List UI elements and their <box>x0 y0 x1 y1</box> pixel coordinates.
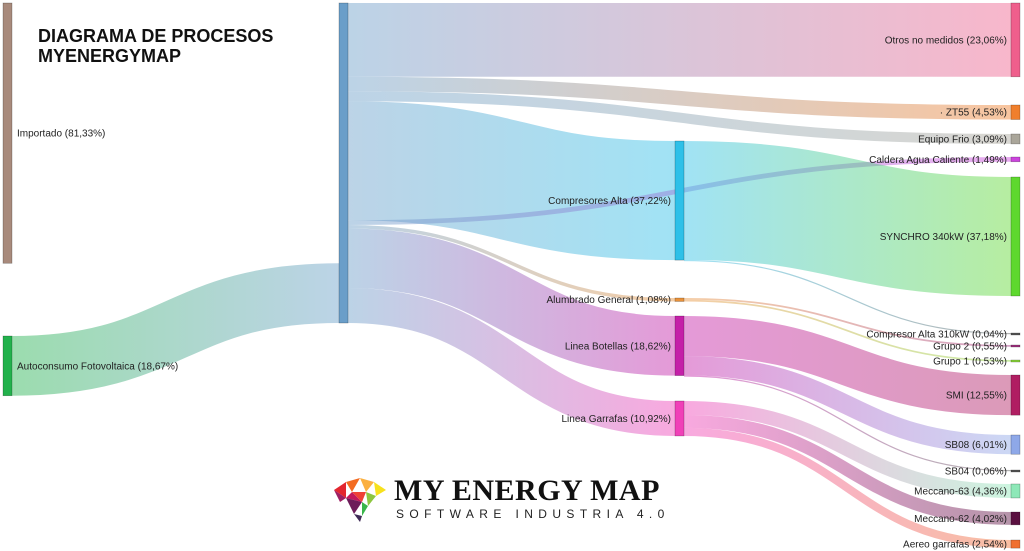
sankey-links <box>11 2 1012 549</box>
sankey-link-hub-to-equipo <box>347 91 1012 144</box>
sankey-node-autoconsumo[interactable] <box>2 335 13 397</box>
sankey-link-compalta-to-comp310 <box>683 259 1012 335</box>
sankey-link-hub-to-compalta <box>347 101 676 261</box>
sankey-node-otros[interactable] <box>1010 2 1021 78</box>
sankey-node-label-aereo: Aereo garrafas (2,54%) <box>903 540 1007 551</box>
sankey-link-alumbrado-to-grupo2 <box>683 298 1012 347</box>
sankey-node-label-autoconsumo: Autoconsumo Fotovoltaica (18,67%) <box>17 361 178 372</box>
sankey-link-hub-to-zt55 <box>347 76 1012 120</box>
diagram-title-line1: DIAGRAMA DE PROCESOS <box>38 26 274 46</box>
sankey-node-grupo1[interactable] <box>1010 359 1021 363</box>
sankey-node-botellas[interactable] <box>674 315 685 376</box>
sankey-node-label-otros: Otros no medidos (23,06%) <box>885 35 1007 46</box>
sankey-node-aereo[interactable] <box>1010 539 1021 549</box>
sankey-link-garrafas-to-meccano62 <box>683 414 1012 525</box>
sankey-node-compalta[interactable] <box>674 140 685 261</box>
sankey-node-label-botellas: Linea Botellas (18,62%) <box>565 341 671 352</box>
sankey-link-hub-to-garrafas <box>347 288 676 436</box>
sankey-link-botellas-to-sb08 <box>683 356 1012 455</box>
sankey-node-comp310[interactable] <box>1010 332 1021 336</box>
sankey-link-botellas-to-smi <box>683 316 1012 416</box>
sankey-node-label-garrafas: Linea Garrafas (10,92%) <box>561 414 671 425</box>
sankey-node-label-importado: Importado (81,33%) <box>17 129 105 140</box>
sankey-labels: Importado (81,33%) Autoconsumo Fotovoltai… <box>17 35 1007 550</box>
sankey-node-hub[interactable] <box>338 2 349 324</box>
sankey-node-label-compalta: Compresores Alta (37,22%) <box>548 196 671 207</box>
sankey-link-hub-to-botellas <box>347 228 676 376</box>
sankey-link-autoconsumo-to-hub <box>11 263 340 396</box>
diagram-title: DIAGRAMA DE PROCESOS MYENERGYMAP <box>38 26 273 66</box>
sankey-node-meccano62[interactable] <box>1010 511 1021 526</box>
sankey-link-compalta-to-synchro <box>683 141 1012 296</box>
sankey-link-garrafas-to-aereo <box>683 427 1012 549</box>
sankey-node-meccano63[interactable] <box>1010 483 1021 499</box>
geometric-map-logo-icon <box>334 478 386 522</box>
sankey-node-label-grupo2: Grupo 2 (0,55%) <box>933 342 1007 353</box>
brand-logo: MY ENERGY MAP SOFTWARE INDUSTRIA 4.0 <box>332 474 692 526</box>
sankey-node-label-comp310: Compresor Alta 310kW (0,04%) <box>866 330 1007 341</box>
sankey-node-caldera[interactable] <box>1010 156 1021 163</box>
sankey-node-zt55[interactable] <box>1010 104 1021 120</box>
sankey-node-sb04[interactable] <box>1010 469 1021 473</box>
sankey-node-grupo2[interactable] <box>1010 344 1021 348</box>
sankey-node-label-sb04: SB04 (0,06%) <box>945 467 1007 478</box>
sankey-node-sb08[interactable] <box>1010 434 1021 455</box>
sankey-node-equipo[interactable] <box>1010 133 1021 145</box>
sankey-node-smi[interactable] <box>1010 374 1021 416</box>
sankey-node-importado[interactable] <box>2 2 13 264</box>
sankey-link-botellas-to-sb04 <box>683 375 1012 472</box>
sankey-link-garrafas-to-meccano63 <box>683 401 1012 498</box>
diagram-title-line2: MYENERGYMAP <box>38 46 182 66</box>
sankey-node-label-smi: SMI (12,55%) <box>946 391 1007 402</box>
sankey-node-label-grupo1: Grupo 1 (0,53%) <box>933 357 1007 368</box>
logo-tagline: SOFTWARE INDUSTRIA 4.0 <box>396 507 670 521</box>
sankey-node-alumbrado[interactable] <box>674 297 685 302</box>
sankey-link-hub-to-alumbrado <box>347 225 676 302</box>
sankey-node-label-equipo: Equipo Frio (3,09%) <box>918 134 1007 145</box>
logo-name: MY ENERGY MAP <box>394 474 660 507</box>
sankey-node-label-caldera: Caldera Agua Caliente (1,49%) <box>869 155 1007 166</box>
sankey-node-label-synchro: SYNCHRO 340kW (37,18%) <box>880 232 1007 243</box>
sankey-node-label-meccano62: Meccano-62 (4,02%) <box>914 514 1007 525</box>
sankey-node-garrafas[interactable] <box>674 400 685 437</box>
sankey-node-label-sb08: SB08 (6,01%) <box>945 440 1007 451</box>
sankey-node-label-meccano63: Meccano-63 (4,36%) <box>914 486 1007 497</box>
sankey-node-label-zt55: · ZT55 (4,53%) <box>940 108 1007 119</box>
sankey-node-label-alumbrado: Alumbrado General (1,08%) <box>546 295 671 306</box>
sankey-node-synchro[interactable] <box>1010 176 1021 297</box>
sankey-link-alumbrado-to-grupo1 <box>683 299 1012 362</box>
